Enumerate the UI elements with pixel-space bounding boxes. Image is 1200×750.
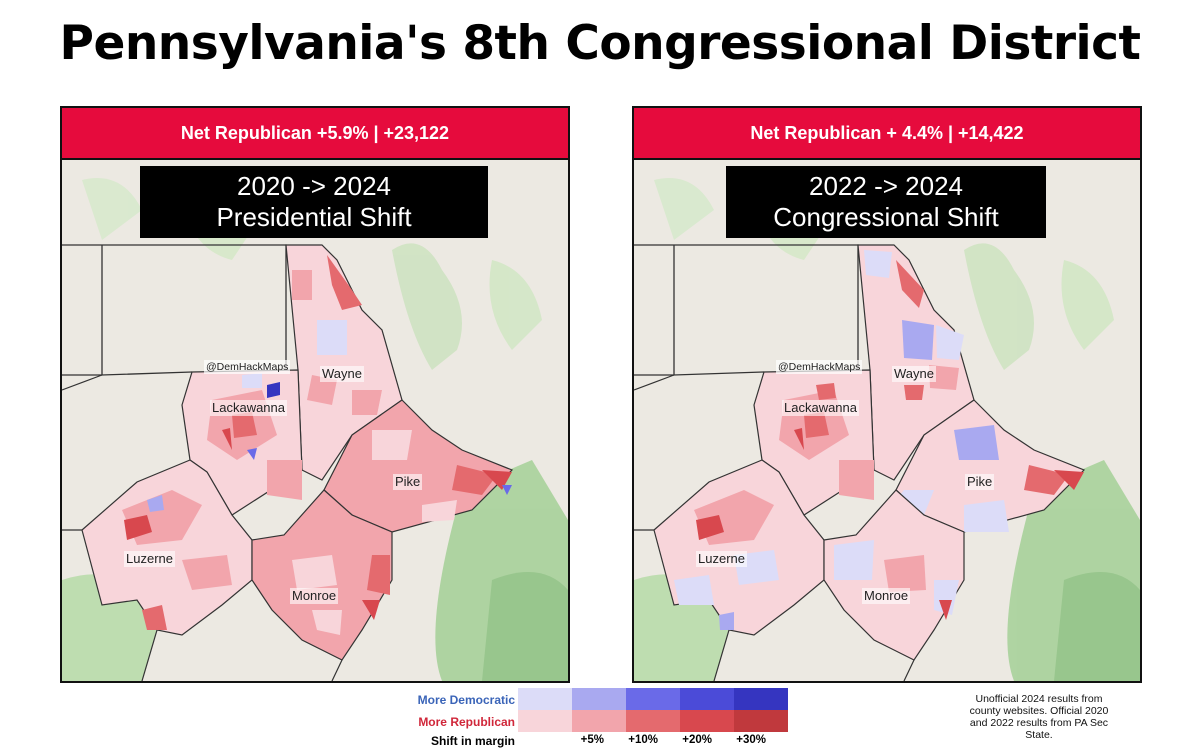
county-label-monroe: Monroe xyxy=(862,588,911,604)
shift-years: 2022 -> 2024 xyxy=(809,171,963,201)
district-map xyxy=(634,178,1140,681)
shift-type-label: 2022 -> 2024 Congressional Shift xyxy=(726,166,1046,238)
outer-county-borders xyxy=(634,374,915,681)
county-label-luzerne: Luzerne xyxy=(696,551,747,567)
legend-swatch-dem xyxy=(734,688,788,710)
legend-tick: +20% xyxy=(682,734,712,746)
county-label-pike: Pike xyxy=(965,474,995,490)
page-title: Pennsylvania's 8th Congressional Distric… xyxy=(59,16,1141,71)
pike-county-shading xyxy=(895,399,1086,533)
net-shift-banner: Net Republican +5.9% | +23,122 xyxy=(62,108,568,160)
map-panel-congressional: Net Republican + 4.4% | +14,422 xyxy=(632,106,1142,683)
legend-swatch-rep xyxy=(680,710,734,732)
legend-dem-label: More Democratic xyxy=(417,693,515,707)
legend-tick: +30% xyxy=(736,734,766,746)
outer-county-borders xyxy=(62,374,343,681)
legend-swatch-dem xyxy=(518,688,572,710)
county-label-lackawanna: Lackawanna xyxy=(782,400,859,416)
legend-tick: +5% xyxy=(580,734,604,746)
wayne-county-shading xyxy=(857,244,975,481)
shift-legend: More Democratic More Republican Shift in… xyxy=(380,688,790,748)
legend-swatch-rep xyxy=(572,710,626,732)
luzerne-county-shading xyxy=(81,459,253,636)
county-label-luzerne: Luzerne xyxy=(124,551,175,567)
legend-rep-label: More Republican xyxy=(418,715,515,729)
shift-kind: Presidential Shift xyxy=(216,202,412,232)
county-borders xyxy=(62,244,287,376)
shift-years: 2020 -> 2024 xyxy=(237,171,391,201)
district-map xyxy=(62,178,568,681)
watermark: @DemHackMaps xyxy=(776,360,863,374)
monroe-county-shading xyxy=(823,489,965,661)
legend-swatch-dem xyxy=(680,688,734,710)
wayne-county-shading xyxy=(285,244,403,481)
county-label-pike: Pike xyxy=(393,474,423,490)
legend-swatch-rep xyxy=(626,710,680,732)
net-shift-banner: Net Republican + 4.4% | +14,422 xyxy=(634,108,1140,160)
county-label-wayne: Wayne xyxy=(320,366,364,382)
basemap xyxy=(62,178,568,681)
watermark: @DemHackMaps xyxy=(204,360,291,374)
monroe-county-shading xyxy=(251,489,393,661)
shift-kind: Congressional Shift xyxy=(773,202,999,232)
county-label-monroe: Monroe xyxy=(290,588,339,604)
pike-county-shading xyxy=(323,399,514,533)
county-label-wayne: Wayne xyxy=(892,366,936,382)
county-label-lackawanna: Lackawanna xyxy=(210,400,287,416)
map-panel-presidential: Net Republican +5.9% | +23,122 xyxy=(60,106,570,683)
county-borders xyxy=(634,244,859,376)
legend-swatch-dem xyxy=(626,688,680,710)
legend-swatch-rep xyxy=(734,710,788,732)
luzerne-county-shading xyxy=(653,459,825,636)
legend-shift-label: Shift in margin xyxy=(431,734,515,748)
legend-tick: +10% xyxy=(628,734,658,746)
legend-swatch-dem xyxy=(572,688,626,710)
source-note: Unofficial 2024 results from county webs… xyxy=(969,693,1109,741)
shift-type-label: 2020 -> 2024 Presidential Shift xyxy=(140,166,488,238)
legend-swatch-rep xyxy=(518,710,572,732)
